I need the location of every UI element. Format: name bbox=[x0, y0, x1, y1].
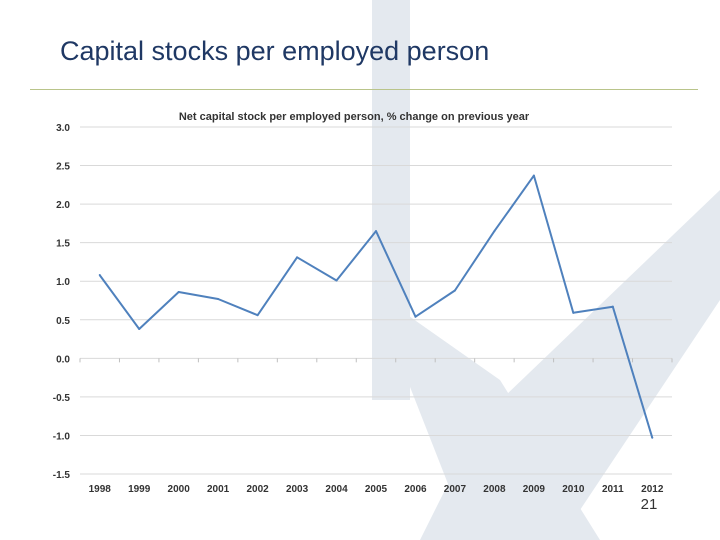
x-tick-label: 1998 bbox=[89, 484, 112, 495]
x-tick-label: 2008 bbox=[483, 484, 506, 495]
y-tick-label: -1.5 bbox=[53, 470, 71, 481]
data-point bbox=[493, 230, 496, 233]
page-number: 21 bbox=[640, 496, 658, 513]
x-tick-label: 2003 bbox=[286, 484, 309, 495]
y-tick-label: 2.0 bbox=[56, 200, 70, 211]
x-axis-tick-labels: 1998 1999 2000 2001 2002 2003 2004 2005 2006 2007… bbox=[89, 484, 664, 495]
gridlines bbox=[79, 126, 673, 475]
x-tick-label: 2005 bbox=[365, 484, 388, 495]
data-point bbox=[138, 328, 141, 331]
x-tick-label: 2002 bbox=[246, 484, 269, 495]
y-tick-label: 0.5 bbox=[56, 316, 70, 327]
x-tick-label: 2011 bbox=[602, 484, 624, 495]
slide-title: Capital stocks per employed person bbox=[60, 36, 490, 66]
data-point bbox=[296, 256, 299, 259]
y-tick-label: 0.0 bbox=[56, 354, 70, 365]
x-tick-label: 2009 bbox=[523, 484, 546, 495]
x-tick-label: 2000 bbox=[168, 484, 191, 495]
data-point bbox=[217, 297, 220, 300]
data-point bbox=[453, 289, 456, 292]
x-tick-label: 2012 bbox=[641, 484, 664, 495]
data-point bbox=[256, 314, 259, 317]
data-point bbox=[532, 174, 535, 177]
x-tick-label: 2004 bbox=[325, 484, 348, 495]
data-point bbox=[611, 305, 614, 308]
x-tick-label: 2007 bbox=[444, 484, 467, 495]
data-point bbox=[572, 311, 575, 314]
series-line bbox=[98, 174, 654, 439]
y-tick-label: -1.0 bbox=[53, 431, 71, 442]
y-tick-label: -0.5 bbox=[53, 393, 71, 404]
data-point bbox=[375, 230, 377, 233]
chart-title: Net capital stock per employed person, %… bbox=[179, 111, 530, 123]
x-tick-label: 2001 bbox=[207, 484, 230, 495]
y-axis-tick-labels: 3.0 2.5 2.0 1.5 1.0 0.5 0.0 -0.5 -1.0 -1.5 bbox=[53, 123, 71, 481]
data-point bbox=[335, 279, 338, 282]
y-tick-label: 1.5 bbox=[56, 239, 70, 250]
x-tick-label: 2010 bbox=[562, 484, 585, 495]
x-tick-label: 2006 bbox=[404, 484, 427, 495]
data-point bbox=[98, 274, 101, 277]
y-tick-label: 3.0 bbox=[56, 123, 70, 134]
y-tick-label: 2.5 bbox=[56, 162, 70, 173]
x-tick-label: 1999 bbox=[128, 484, 151, 495]
y-tick-label: 1.0 bbox=[56, 277, 70, 288]
data-series bbox=[98, 174, 654, 439]
data-point bbox=[177, 291, 180, 294]
data-point bbox=[651, 436, 654, 439]
data-point bbox=[414, 315, 417, 318]
title-divider bbox=[30, 89, 698, 90]
watermark-band-right bbox=[420, 190, 720, 540]
